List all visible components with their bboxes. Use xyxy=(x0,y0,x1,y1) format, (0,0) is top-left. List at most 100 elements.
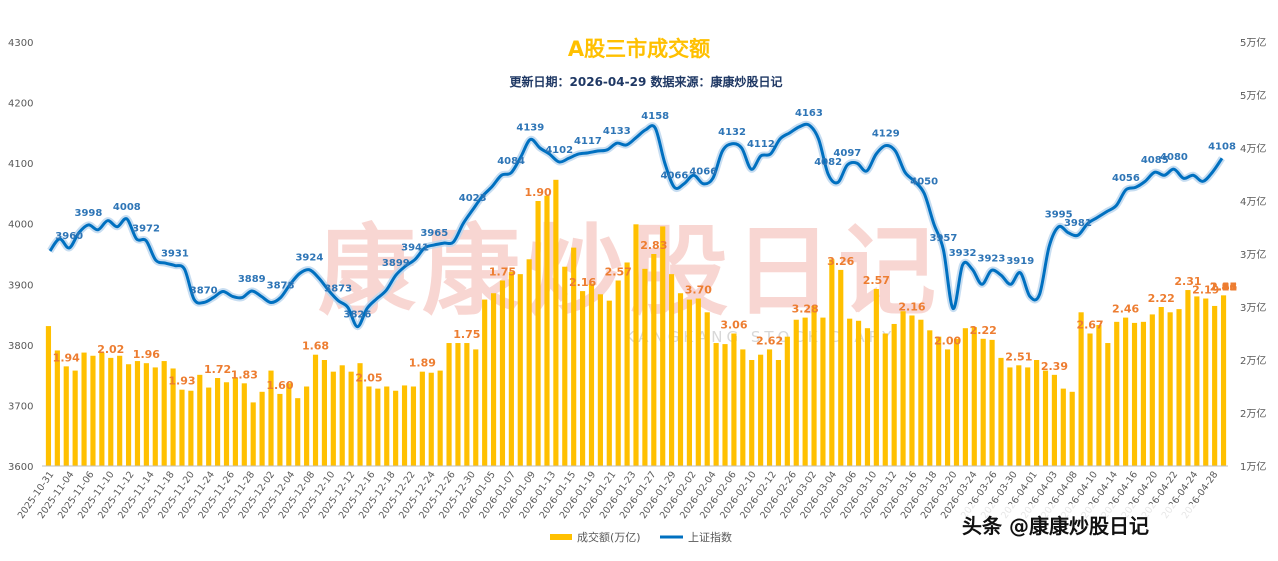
bar-data-label: 2.62 xyxy=(756,334,783,347)
right-axis-tick-label: 2万亿 xyxy=(1240,407,1266,420)
chart-subtitle: 更新日期：2026-04-29 数据来源：康康炒股日记 xyxy=(510,74,783,89)
bar-data-label: 1.83 xyxy=(231,368,258,381)
bar xyxy=(45,326,52,466)
left-axis-tick-label: 3900 xyxy=(8,280,33,291)
line-data-label: 3899 xyxy=(382,258,410,269)
bar xyxy=(544,195,550,466)
bar xyxy=(1016,365,1022,466)
line-data-label: 3965 xyxy=(420,228,448,239)
bar xyxy=(660,226,666,466)
bar xyxy=(1176,309,1182,466)
bar xyxy=(927,330,933,466)
bar xyxy=(936,336,942,466)
bar xyxy=(597,294,603,466)
bar xyxy=(143,363,149,466)
bar xyxy=(740,349,746,466)
bar xyxy=(864,328,871,466)
bar-data-label: 2.16 xyxy=(569,276,596,289)
bar xyxy=(63,366,69,466)
bar xyxy=(989,339,995,466)
bar xyxy=(304,386,310,466)
bar-data-label: 2.66 xyxy=(1210,280,1237,293)
bar xyxy=(188,390,194,466)
bar xyxy=(277,393,283,466)
bar xyxy=(170,368,176,466)
bar xyxy=(713,343,719,466)
bar xyxy=(891,323,897,466)
right-axis-tick-label: 2万亿 xyxy=(1240,354,1266,367)
bar-data-label: 2.05 xyxy=(355,372,382,385)
line-data-label: 3878 xyxy=(267,281,295,292)
bar xyxy=(250,402,256,466)
legend: 成交额(万亿) 上证指数 xyxy=(550,530,732,544)
bar-data-label: 1.90 xyxy=(525,186,552,199)
bar xyxy=(357,363,363,466)
line-data-label: 4102 xyxy=(545,145,573,156)
bar xyxy=(811,305,817,466)
bar xyxy=(90,355,96,466)
bar xyxy=(980,338,986,466)
line-data-label: 3919 xyxy=(1006,256,1034,267)
bar xyxy=(54,350,60,466)
bar xyxy=(855,320,862,466)
footer-watermark-text: 头条 @康康炒股日记 xyxy=(962,514,1149,538)
bar xyxy=(562,266,568,466)
bar xyxy=(847,318,853,466)
bar xyxy=(1060,388,1066,466)
left-axis-tick-label: 4200 xyxy=(8,99,33,110)
line-data-label: 3870 xyxy=(190,285,218,296)
left-axis: 3600 3700 3800 3900 4000 4100 4200 4300 xyxy=(8,38,33,473)
bar xyxy=(829,259,835,466)
bar xyxy=(312,354,319,466)
line-data-label: 4023 xyxy=(459,193,487,204)
bar-data-label: 2.67 xyxy=(1076,319,1103,332)
bar-data-label: 2.22 xyxy=(1148,292,1175,305)
bar xyxy=(606,300,612,466)
bar xyxy=(1042,370,1049,466)
bar xyxy=(1220,295,1227,466)
line-data-label: 3972 xyxy=(132,224,160,235)
bar xyxy=(918,319,924,466)
bar xyxy=(900,311,906,466)
line-data-label: 4084 xyxy=(497,156,525,167)
line-data-label: 4117 xyxy=(574,136,602,147)
bar xyxy=(784,336,790,466)
bar xyxy=(295,398,301,466)
bar xyxy=(553,179,559,467)
bar xyxy=(793,319,799,466)
bar xyxy=(232,378,238,466)
bar xyxy=(393,390,399,466)
bar xyxy=(749,360,755,466)
bar-data-label: 1.94 xyxy=(53,351,80,364)
line-data-label: 4132 xyxy=(718,127,746,138)
left-axis-tick-label: 4100 xyxy=(8,159,33,170)
bar xyxy=(722,344,728,466)
bar xyxy=(1105,343,1111,466)
bar xyxy=(944,349,951,466)
line-data-label: 4066 xyxy=(689,167,717,178)
legend-bar-swatch xyxy=(550,534,572,540)
bar xyxy=(677,293,684,466)
line-data-label: 3998 xyxy=(75,208,103,219)
bar xyxy=(259,391,265,466)
bar xyxy=(651,254,657,466)
line-data-label: 3924 xyxy=(295,253,323,264)
bar-data-label: 3.26 xyxy=(827,255,854,268)
line-data-label: 4082 xyxy=(814,157,842,168)
bar xyxy=(1034,360,1040,466)
bar-data-label: 2.39 xyxy=(1041,360,1068,373)
line-data-label: 3923 xyxy=(978,253,1006,264)
bar xyxy=(330,371,336,466)
bar-data-label: 2.31 xyxy=(1174,275,1201,288)
line-data-label: 4097 xyxy=(833,148,861,159)
bar xyxy=(624,262,630,466)
bar xyxy=(223,382,230,466)
line-path xyxy=(48,122,1224,329)
bar xyxy=(1212,305,1218,466)
bar xyxy=(99,352,105,466)
bar xyxy=(633,224,639,466)
line-data-label: 3941 xyxy=(401,242,429,253)
line-data-label: 4008 xyxy=(113,202,141,213)
bar xyxy=(1051,374,1057,466)
bar-data-label: 2.00 xyxy=(934,334,961,347)
